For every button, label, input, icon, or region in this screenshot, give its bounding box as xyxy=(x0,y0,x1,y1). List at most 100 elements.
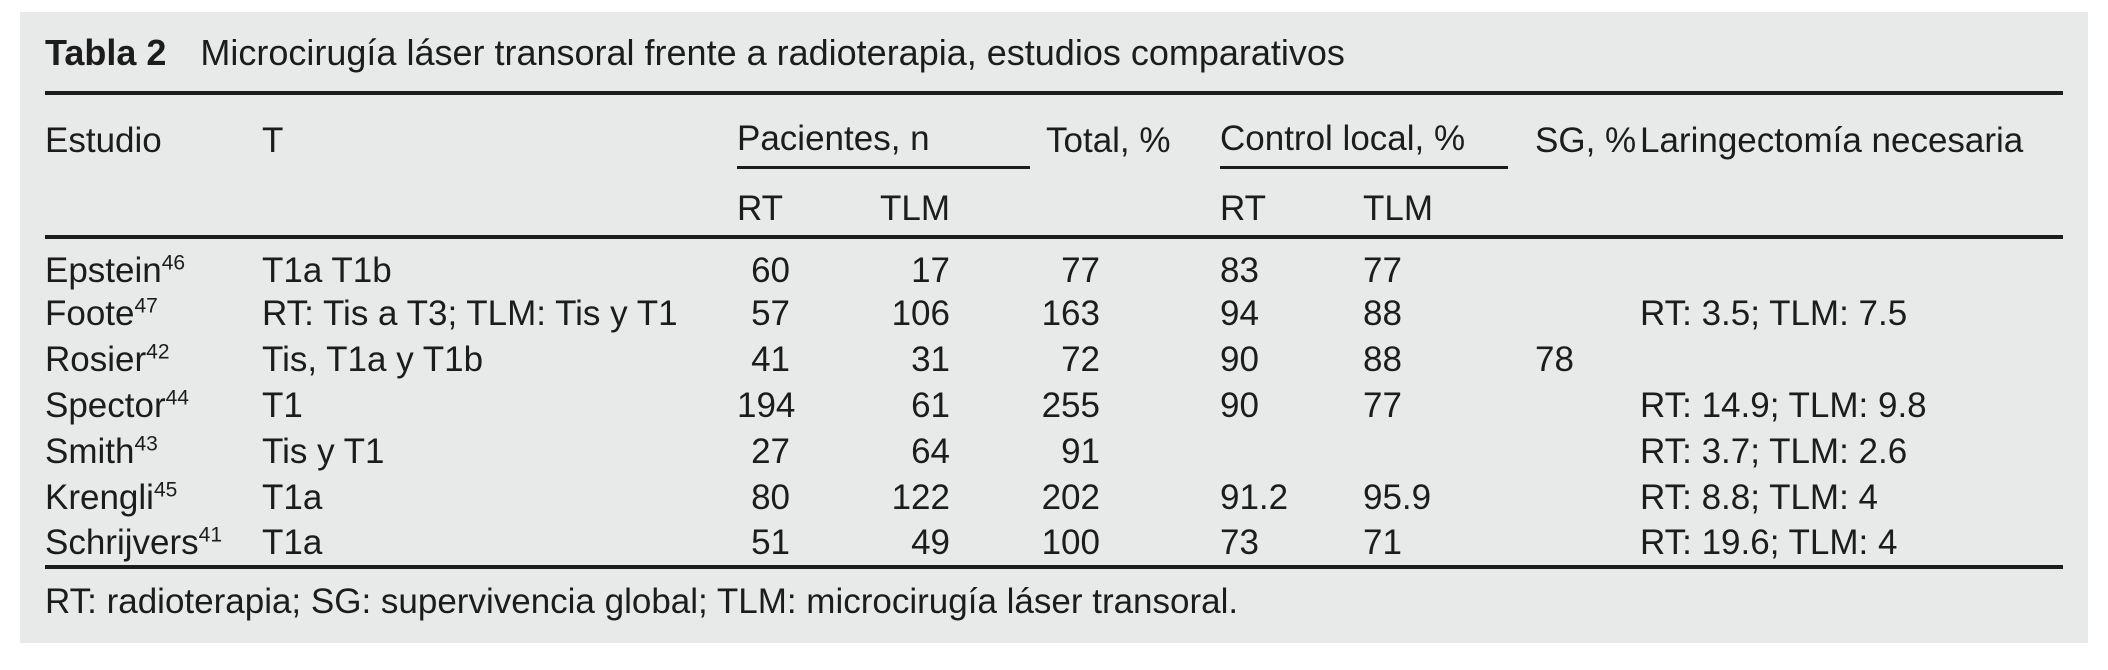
table-row: Schrijvers41 T1a 51 49 100 73 71 RT: 19.… xyxy=(45,521,2063,567)
cell-pacientes-tlm: 64 xyxy=(911,432,950,471)
cell-control-rt: 90 xyxy=(1220,386,1259,425)
study-name: Foote xyxy=(45,294,135,333)
cell-spacer xyxy=(1100,429,1220,475)
cell-estudio: Epstein46 xyxy=(45,237,262,291)
cell-control-tlm: 95.9 xyxy=(1363,478,1432,517)
cell-pacientes-rt: 57 xyxy=(751,294,790,333)
table-row: Epstein46 T1a T1b 60 17 77 83 77 xyxy=(45,237,2063,291)
cell-control-rt: 90 xyxy=(1220,340,1259,379)
cell-spacer xyxy=(1100,521,1220,567)
cell-laringectomia xyxy=(1640,237,2063,291)
cell-t: Tis, T1a y T1b xyxy=(262,340,484,379)
cell-sg xyxy=(1535,383,1640,429)
column-header-total: Total, % xyxy=(1046,121,1171,160)
table-card: Tabla 2 Microcirugía láser transoral fren… xyxy=(20,12,2088,643)
column-group-control-local-label: Control local, % xyxy=(1220,119,1466,158)
cell-spacer xyxy=(1100,475,1220,521)
cell-sg xyxy=(1535,291,1640,337)
cell-pacientes-rt: 41 xyxy=(751,340,790,379)
cell-pacientes-tlm: 61 xyxy=(911,386,950,425)
cell-control-rt: 91.2 xyxy=(1220,478,1289,517)
table-header: Estudio T Pacientes, n Total, % Control … xyxy=(45,93,2063,237)
cell-pacientes-rt: 51 xyxy=(751,523,790,562)
column-group-pacientes: Pacientes, n xyxy=(737,93,1030,169)
reference-superscript: 43 xyxy=(134,432,158,456)
table-row: Rosier42 Tis, T1a y T1b 41 31 72 90 88 7… xyxy=(45,337,2063,383)
table-row: Spector44 T1 194 61 255 90 77 RT: 14.9; … xyxy=(45,383,2063,429)
column-header-t: T xyxy=(262,121,284,160)
cell-total: 77 xyxy=(1061,251,1100,290)
cell-control-rt xyxy=(1220,429,1363,475)
cell-sg xyxy=(1535,237,1640,291)
cell-control-rt: 94 xyxy=(1220,294,1259,333)
cell-total: 163 xyxy=(1041,294,1100,333)
cell-estudio: Spector44 xyxy=(45,383,262,429)
subheader-control-tlm: TLM xyxy=(1363,189,1433,228)
study-name: Krengli xyxy=(45,478,154,517)
study-name: Epstein xyxy=(45,251,162,290)
table-row: Smith43 Tis y T1 27 64 91 RT: 3.7; TLM: … xyxy=(45,429,2063,475)
cell-total: 100 xyxy=(1041,523,1100,562)
reference-superscript: 42 xyxy=(146,340,170,364)
comparative-studies-table: Estudio T Pacientes, n Total, % Control … xyxy=(45,91,2063,569)
cell-t: T1a xyxy=(262,478,323,517)
cell-estudio: Rosier42 xyxy=(45,337,262,383)
cell-pacientes-tlm: 106 xyxy=(891,294,950,333)
column-header-laringectomia: Laringectomía necesaria xyxy=(1640,121,2024,160)
cell-pacientes-rt: 27 xyxy=(751,432,790,471)
cell-spacer xyxy=(1100,383,1220,429)
cell-pacientes-tlm: 122 xyxy=(891,478,950,517)
table-row: Foote47 RT: Tis a T3; TLM: Tis y T1 57 1… xyxy=(45,291,2063,337)
cell-pacientes-rt: 194 xyxy=(737,386,796,425)
table-body: Epstein46 T1a T1b 60 17 77 83 77 Foote47… xyxy=(45,237,2063,567)
header-row-sub: RT TLM RT TLM xyxy=(45,169,2063,237)
cell-estudio: Krengli45 xyxy=(45,475,262,521)
cell-spacer xyxy=(1100,237,1220,291)
reference-superscript: 41 xyxy=(198,523,222,547)
table-footnote: RT: radioterapia; SG: supervivencia glob… xyxy=(45,582,1239,621)
cell-pacientes-tlm: 31 xyxy=(911,340,950,379)
column-header-estudio: Estudio xyxy=(45,121,162,160)
table-row: Krengli45 T1a 80 122 202 91.2 95.9 RT: 8… xyxy=(45,475,2063,521)
cell-control-tlm: 77 xyxy=(1363,251,1402,290)
cell-laringectomia: RT: 19.6; TLM: 4 xyxy=(1640,523,1898,562)
cell-control-tlm: 88 xyxy=(1363,340,1402,379)
cell-total: 91 xyxy=(1061,432,1100,471)
reference-superscript: 45 xyxy=(153,478,178,502)
cell-sg xyxy=(1535,475,1640,521)
cell-control-tlm xyxy=(1363,429,1535,475)
reference-superscript: 47 xyxy=(134,294,158,318)
study-name: Rosier xyxy=(45,340,147,379)
column-header-sg: SG, % xyxy=(1535,121,1637,160)
subheader-control-rt: RT xyxy=(1220,189,1267,228)
cell-t: Tis y T1 xyxy=(262,432,385,471)
cell-sg xyxy=(1535,521,1640,567)
cell-pacientes-rt: 80 xyxy=(751,478,790,517)
cell-pacientes-rt: 60 xyxy=(751,251,790,290)
cell-laringectomia: RT: 8.8; TLM: 4 xyxy=(1640,478,1878,517)
table-caption: Tabla 2 Microcirugía láser transoral fren… xyxy=(45,12,2063,74)
cell-estudio: Foote47 xyxy=(45,291,262,337)
cell-laringectomia: RT: 3.5; TLM: 7.5 xyxy=(1640,294,1908,333)
cell-t: T1a T1b xyxy=(262,251,392,290)
cell-control-tlm: 77 xyxy=(1363,386,1402,425)
column-group-control-local: Control local, % xyxy=(1220,93,1535,169)
control-local-group-underline xyxy=(1220,166,1508,169)
cell-laringectomia xyxy=(1640,337,2063,383)
cell-total: 72 xyxy=(1061,340,1100,379)
cell-sg: 78 xyxy=(1535,340,1574,379)
subheader-pacientes-tlm: TLM xyxy=(880,189,950,228)
study-name: Schrijvers xyxy=(45,523,199,562)
table-caption-text: Microcirugía láser transoral frente a ra… xyxy=(200,32,1345,73)
cell-pacientes-tlm: 49 xyxy=(911,523,950,562)
cell-t: RT: Tis a T3; TLM: Tis y T1 xyxy=(262,294,678,333)
cell-spacer xyxy=(1100,291,1220,337)
cell-total: 255 xyxy=(1041,386,1100,425)
column-group-pacientes-label: Pacientes, n xyxy=(737,119,930,158)
cell-control-rt: 83 xyxy=(1220,251,1259,290)
cell-t: T1 xyxy=(262,386,303,425)
cell-control-tlm: 88 xyxy=(1363,294,1402,333)
study-name: Spector xyxy=(45,386,166,425)
cell-pacientes-tlm: 17 xyxy=(911,251,950,290)
subheader-pacientes-rt: RT xyxy=(737,189,784,228)
